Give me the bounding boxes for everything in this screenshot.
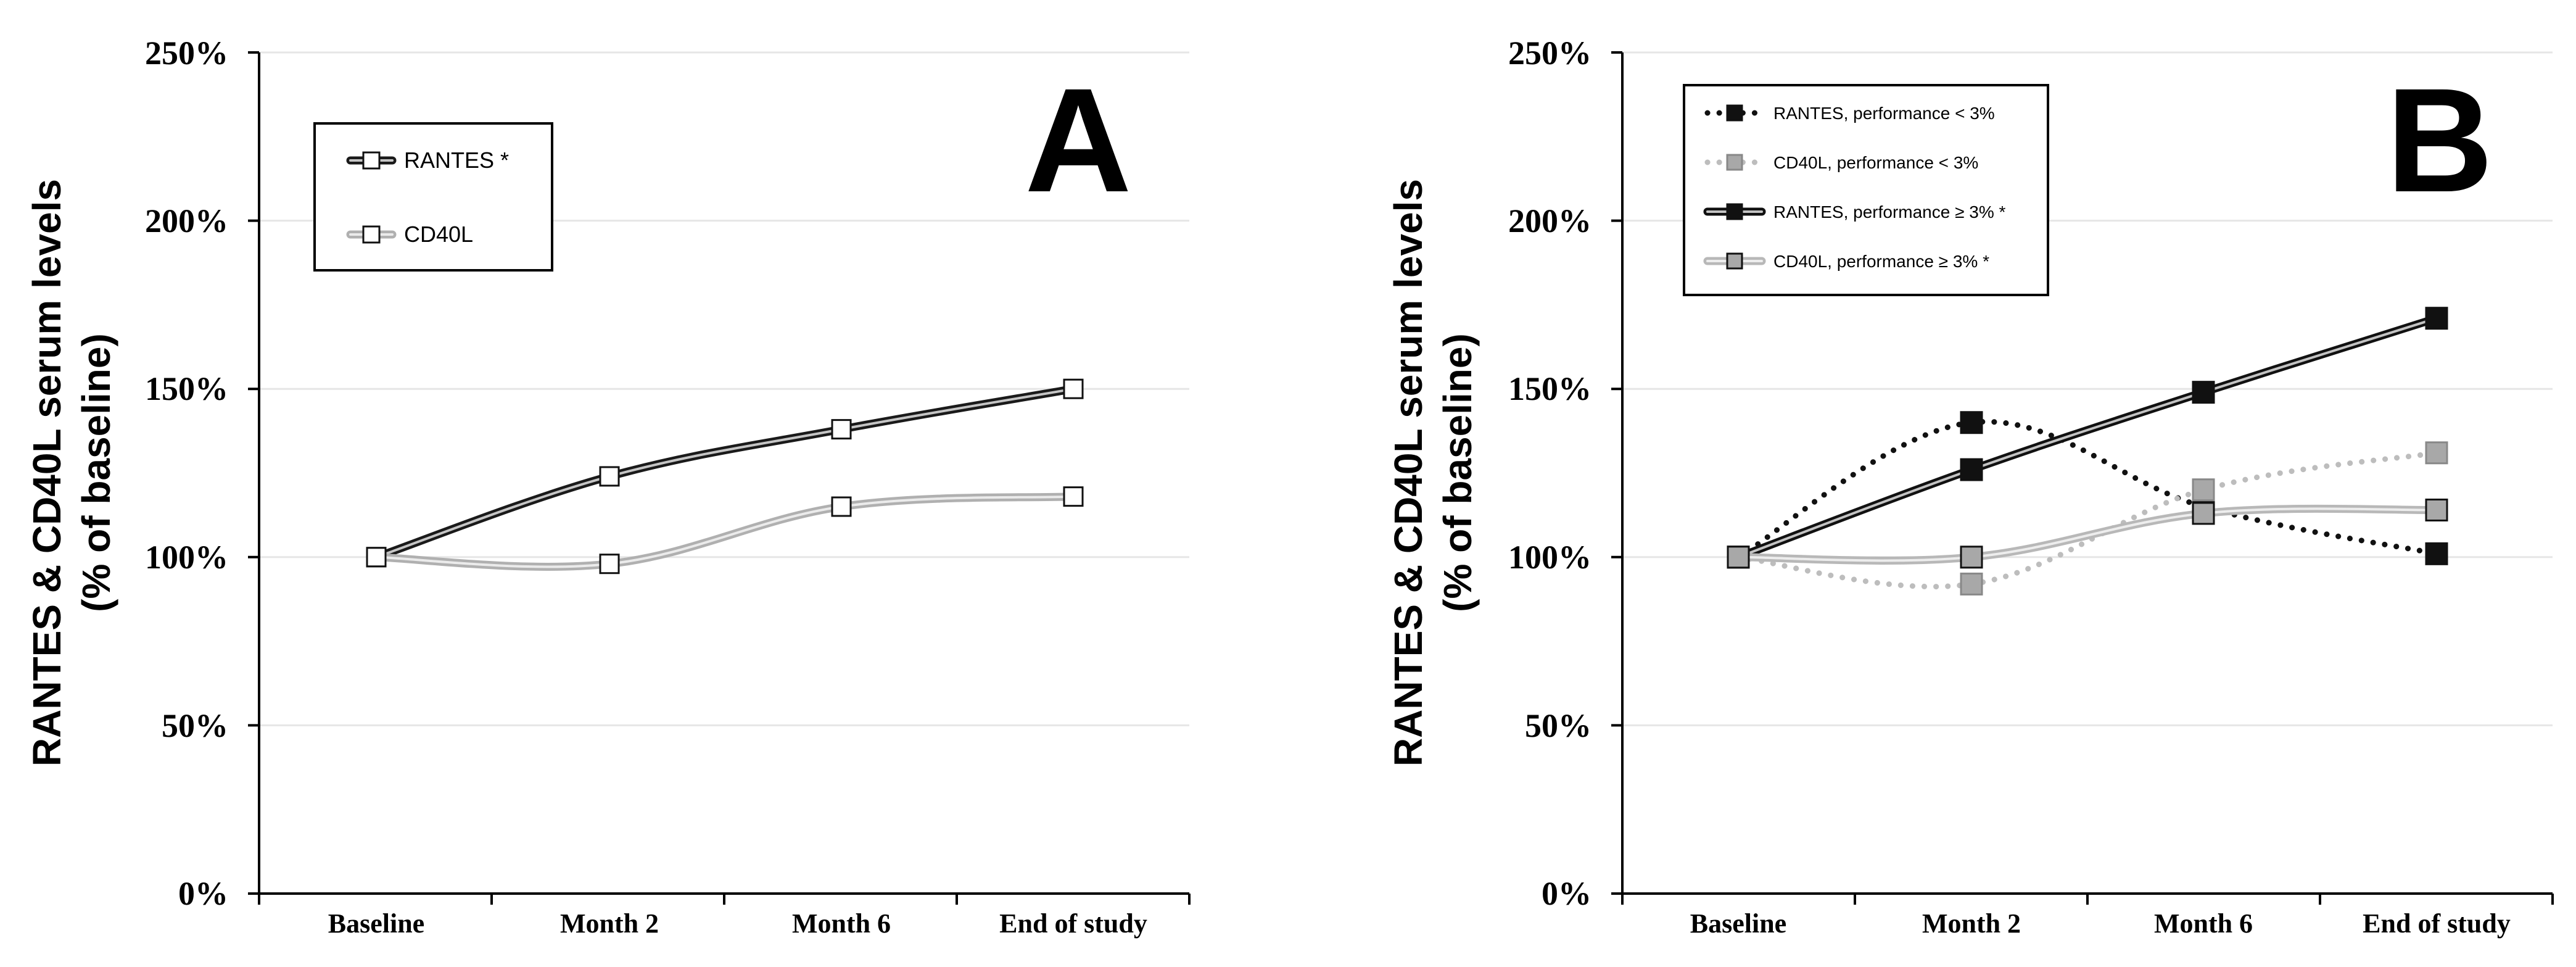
panel-a-xtick-label-month-2: Month 2: [560, 908, 659, 939]
panel-a-y-axis-title-line2: (% of baseline): [74, 333, 118, 612]
panel-b-ytick-label-150: 150%: [1508, 370, 1591, 407]
panel-a-xtick-label-baseline: Baseline: [328, 908, 424, 939]
panel-a-series-rantes-line: [372, 384, 1078, 562]
panel-b-series-cd40l-performance-3-point-1: [1960, 572, 1983, 596]
panel-a-series-rantes-point-2: [831, 419, 852, 440]
panel-a-series-rantes-point-1: [599, 466, 620, 487]
panel-a-legend-swatch-rantes-marker: [362, 151, 381, 170]
panel-b-ytick-label-0: 0%: [1542, 875, 1591, 912]
panel-b-legend-label-cd40l-high: CD40L, performance ≥ 3% *: [1773, 252, 1989, 271]
chart-panel-a: 0% 50% 100% 150% 200% 250% Baseline Mont…: [25, 35, 1191, 939]
panel-b-series-rantes-performance-3-point-3: [2425, 542, 2448, 565]
panel-b-series-rantes-performance-3: [1727, 411, 2448, 569]
panel-a-series-cd40l-point-1: [599, 554, 620, 575]
panel-a-series-cd40l-point-0: [366, 547, 387, 568]
panel-a-legend-swatches: [346, 151, 397, 244]
panel-a-xtick-label-end-of-study: End of study: [999, 908, 1147, 939]
panel-b-series-rantes-performance-3-line: [1735, 418, 2440, 560]
panel-a-series-cd40l-line-highlight: [375, 495, 1075, 568]
panel-b-ytick-label-250: 250%: [1508, 35, 1591, 72]
panel-a-series-rantes-point-3: [1063, 378, 1084, 399]
panel-a-legend-label-rantes: RANTES *: [404, 147, 509, 173]
panel-b-series-cd40l-performance-3-line: [1735, 450, 2440, 590]
panel-b-series-rantes-performance-3-point-2: [2192, 381, 2215, 404]
panel-b-legend-swatch-cd40l-performance-3-marker: [1726, 154, 1743, 171]
panel-b-series-rantes-performance-3-point-3: [2425, 307, 2448, 330]
panel-b-legend-swatch-cd40l-performance-3-marker: [1726, 252, 1743, 270]
panel-b-series-rantes-performance-3-point-1: [1960, 411, 1983, 434]
panel-a-x-ticks: [258, 894, 1191, 905]
panel-a-ytick-label-200: 200%: [145, 202, 228, 239]
panel-b-legend-swatch-rantes-performance-3-marker: [1726, 203, 1743, 220]
panel-b-xtick-label-end-of-study: End of study: [2363, 908, 2511, 939]
panel-b-xtick-label-month-2: Month 2: [1922, 908, 2021, 939]
panel-a-ytick-label-250: 250%: [145, 35, 228, 72]
panel-b-y-axis-title-line2: (% of baseline): [1435, 333, 1480, 612]
panel-b-legend-label-rantes-low: RANTES, performance < 3%: [1773, 104, 1995, 123]
panel-b-series-rantes-performance-3-point-1: [1960, 458, 1983, 481]
panel-b-ytick-label-50: 50%: [1525, 707, 1591, 744]
panel-b-gridlines: [1611, 51, 2553, 895]
panel-a-letter: A: [1025, 57, 1131, 223]
panel-b-legend-label-cd40l-low: CD40L, performance < 3%: [1773, 153, 1978, 172]
panel-b-legend: RANTES, performance < 3% CD40L, performa…: [1683, 84, 2049, 296]
panel-a-legend-swatch-cd40l-marker: [362, 225, 381, 244]
panel-b-legend-swatch-rantes-performance-3: [1703, 203, 1766, 220]
panel-b-ytick-label-200: 200%: [1508, 202, 1591, 239]
chart-panel-b: 0% 50% 100% 150% 200% 250% Baseline Mont…: [1386, 35, 2554, 939]
panel-a-legend: RANTES * CD40L: [313, 122, 553, 272]
panel-b-series-cd40l-performance-3: [1727, 498, 2448, 569]
panel-a-ytick-label-100: 100%: [145, 539, 228, 576]
panel-a-series-cd40l-point-2: [831, 496, 852, 517]
panel-b-letter: B: [2386, 57, 2493, 223]
panel-a-legend-swatch-rantes: [346, 151, 397, 170]
panel-b-series: [1727, 307, 2448, 596]
panel-a-series: [366, 378, 1084, 575]
panel-b-y-axis-title-line1: RANTES & CD40L serum levels: [1386, 179, 1430, 766]
panel-b-series-rantes-performance-3: [1727, 307, 2448, 569]
panel-a-ytick-label-150: 150%: [145, 370, 228, 407]
panel-b-legend-swatch-rantes-performance-3-marker: [1726, 104, 1743, 122]
panel-b-legend-swatches: [1703, 104, 1766, 270]
panel-b-xtick-label-month-6: Month 6: [2154, 908, 2253, 939]
panel-a-ytick-label-0: 0%: [178, 875, 228, 912]
panel-a-series-rantes-line-highlight: [375, 388, 1075, 558]
panel-b-ytick-label-100: 100%: [1508, 539, 1591, 576]
panel-a-legend-box: [313, 122, 553, 272]
panel-b-series-rantes-performance-3-line: [1734, 314, 2441, 562]
panel-b-series-cd40l-performance-3-point-2: [2192, 502, 2215, 525]
panel-b-series-cd40l-performance-3-point-2: [2192, 478, 2215, 502]
panel-b-series-cd40l-performance-3-point-0: [1727, 546, 1750, 569]
panel-b-legend-swatch-rantes-performance-3: [1704, 104, 1765, 122]
panel-a-ytick-label-50: 50%: [162, 707, 228, 744]
panel-a-y-axis-title-line1: RANTES & CD40L serum levels: [25, 179, 69, 766]
panel-b-legend-swatch-cd40l-performance-3: [1703, 252, 1766, 270]
panel-a-series-cd40l: [366, 486, 1084, 575]
panel-a-legend-label-cd40l: CD40L: [404, 222, 473, 247]
panel-b-series-cd40l-performance-3-point-3: [2425, 498, 2448, 521]
panel-b-series-cd40l-performance-3-point-3: [2425, 441, 2448, 465]
panel-b-series-cd40l-performance-3-line-highlight: [1737, 507, 2438, 562]
panel-b-xtick-label-baseline: Baseline: [1690, 908, 1786, 939]
panel-b-legend-label-rantes-high: RANTES, performance ≥ 3% *: [1773, 202, 2005, 222]
panel-a-legend-swatch-cd40l: [346, 225, 397, 244]
panel-b-legend-swatch-cd40l-performance-3: [1704, 154, 1765, 171]
panel-b-x-ticks: [1621, 894, 2554, 905]
panel-b-series-cd40l-performance-3-point-1: [1960, 546, 1983, 569]
panel-a-series-cd40l-point-3: [1063, 486, 1084, 507]
panel-a-xtick-label-month-6: Month 6: [792, 908, 891, 939]
panel-b-series-rantes-performance-3-line-highlight: [1737, 317, 2438, 558]
